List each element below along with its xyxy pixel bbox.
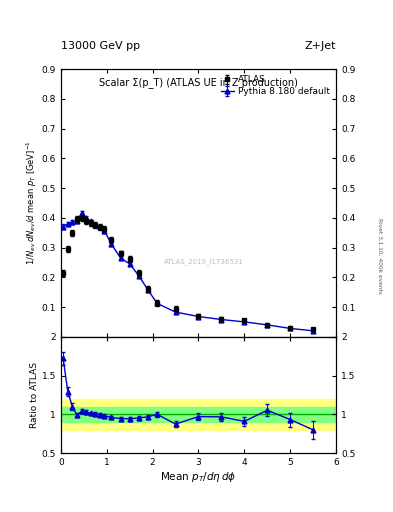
Text: 13000 GeV pp: 13000 GeV pp [61, 41, 140, 51]
Bar [61, 399, 336, 430]
Text: Z+Jet: Z+Jet [305, 41, 336, 51]
Y-axis label: $1/N_{ev}\,dN_{ev}/d$ mean $p_T$ [GeV]$^{-1}$: $1/N_{ev}\,dN_{ev}/d$ mean $p_T$ [GeV]$^… [24, 140, 39, 265]
Bar [61, 407, 336, 422]
Y-axis label: Ratio to ATLAS: Ratio to ATLAS [30, 362, 39, 428]
Text: ATLAS_2019_I1736531: ATLAS_2019_I1736531 [164, 259, 244, 265]
X-axis label: Mean $p_T/d\eta\,d\phi$: Mean $p_T/d\eta\,d\phi$ [160, 470, 237, 484]
Text: Rivet 3.1.10, 400k events: Rivet 3.1.10, 400k events [377, 218, 382, 294]
Text: Scalar Σ(p_T) (ATLAS UE in Z production): Scalar Σ(p_T) (ATLAS UE in Z production) [99, 77, 298, 88]
Legend: ATLAS, Pythia 8.180 default: ATLAS, Pythia 8.180 default [219, 74, 332, 98]
